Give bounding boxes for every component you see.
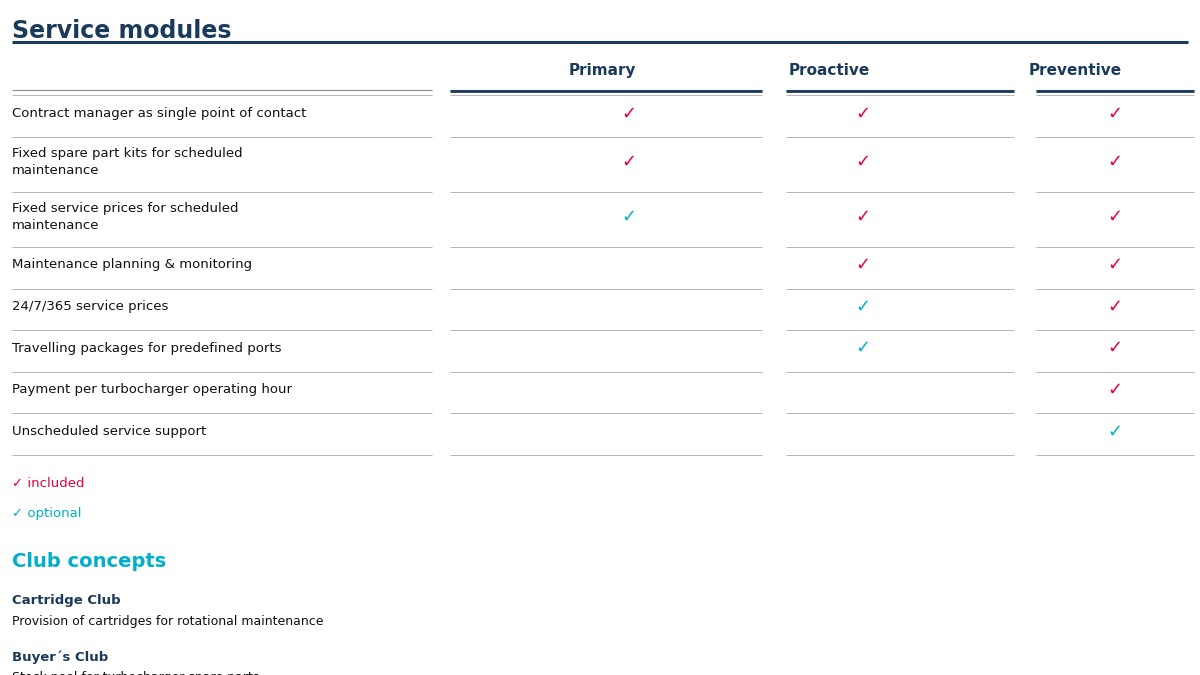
Text: ✓: ✓: [1106, 298, 1122, 315]
Text: ✓: ✓: [854, 339, 870, 357]
Text: ✓: ✓: [1106, 256, 1122, 274]
Text: Unscheduled service support: Unscheduled service support: [12, 425, 206, 438]
Text: ✓: ✓: [854, 105, 870, 122]
Text: ✓: ✓: [1106, 153, 1122, 171]
Text: ✓: ✓: [854, 298, 870, 315]
Text: Stock pool for turbocharger spare parts: Stock pool for turbocharger spare parts: [12, 672, 259, 675]
Text: ✓: ✓: [854, 153, 870, 171]
Text: Fixed spare part kits for scheduled
maintenance: Fixed spare part kits for scheduled main…: [12, 146, 242, 177]
Text: Travelling packages for predefined ports: Travelling packages for predefined ports: [12, 342, 282, 354]
Text: Buyer´s Club: Buyer´s Club: [12, 651, 108, 664]
Text: ✓: ✓: [620, 208, 636, 225]
Text: ✓: ✓: [854, 256, 870, 274]
Text: Preventive: Preventive: [1028, 63, 1122, 78]
Text: Service modules: Service modules: [12, 18, 232, 43]
Text: ✓ optional: ✓ optional: [12, 507, 82, 520]
Text: Contract manager as single point of contact: Contract manager as single point of cont…: [12, 107, 306, 120]
Text: 24/7/365 service prices: 24/7/365 service prices: [12, 300, 168, 313]
Text: ✓: ✓: [854, 208, 870, 225]
Text: ✓: ✓: [620, 153, 636, 171]
Text: Cartridge Club: Cartridge Club: [12, 594, 121, 607]
Text: Maintenance planning & monitoring: Maintenance planning & monitoring: [12, 259, 252, 271]
Text: Club concepts: Club concepts: [12, 552, 167, 571]
Text: Payment per turbocharger operating hour: Payment per turbocharger operating hour: [12, 383, 292, 396]
Text: Fixed service prices for scheduled
maintenance: Fixed service prices for scheduled maint…: [12, 202, 239, 232]
Text: ✓: ✓: [620, 105, 636, 122]
Text: ✓: ✓: [1106, 423, 1122, 440]
Text: ✓ included: ✓ included: [12, 477, 84, 490]
Text: Proactive: Proactive: [788, 63, 870, 78]
Text: Primary: Primary: [569, 63, 636, 78]
Text: ✓: ✓: [1106, 381, 1122, 399]
Text: Provision of cartridges for rotational maintenance: Provision of cartridges for rotational m…: [12, 615, 324, 628]
Text: ✓: ✓: [1106, 208, 1122, 225]
Text: ✓: ✓: [1106, 105, 1122, 122]
Text: ✓: ✓: [1106, 339, 1122, 357]
